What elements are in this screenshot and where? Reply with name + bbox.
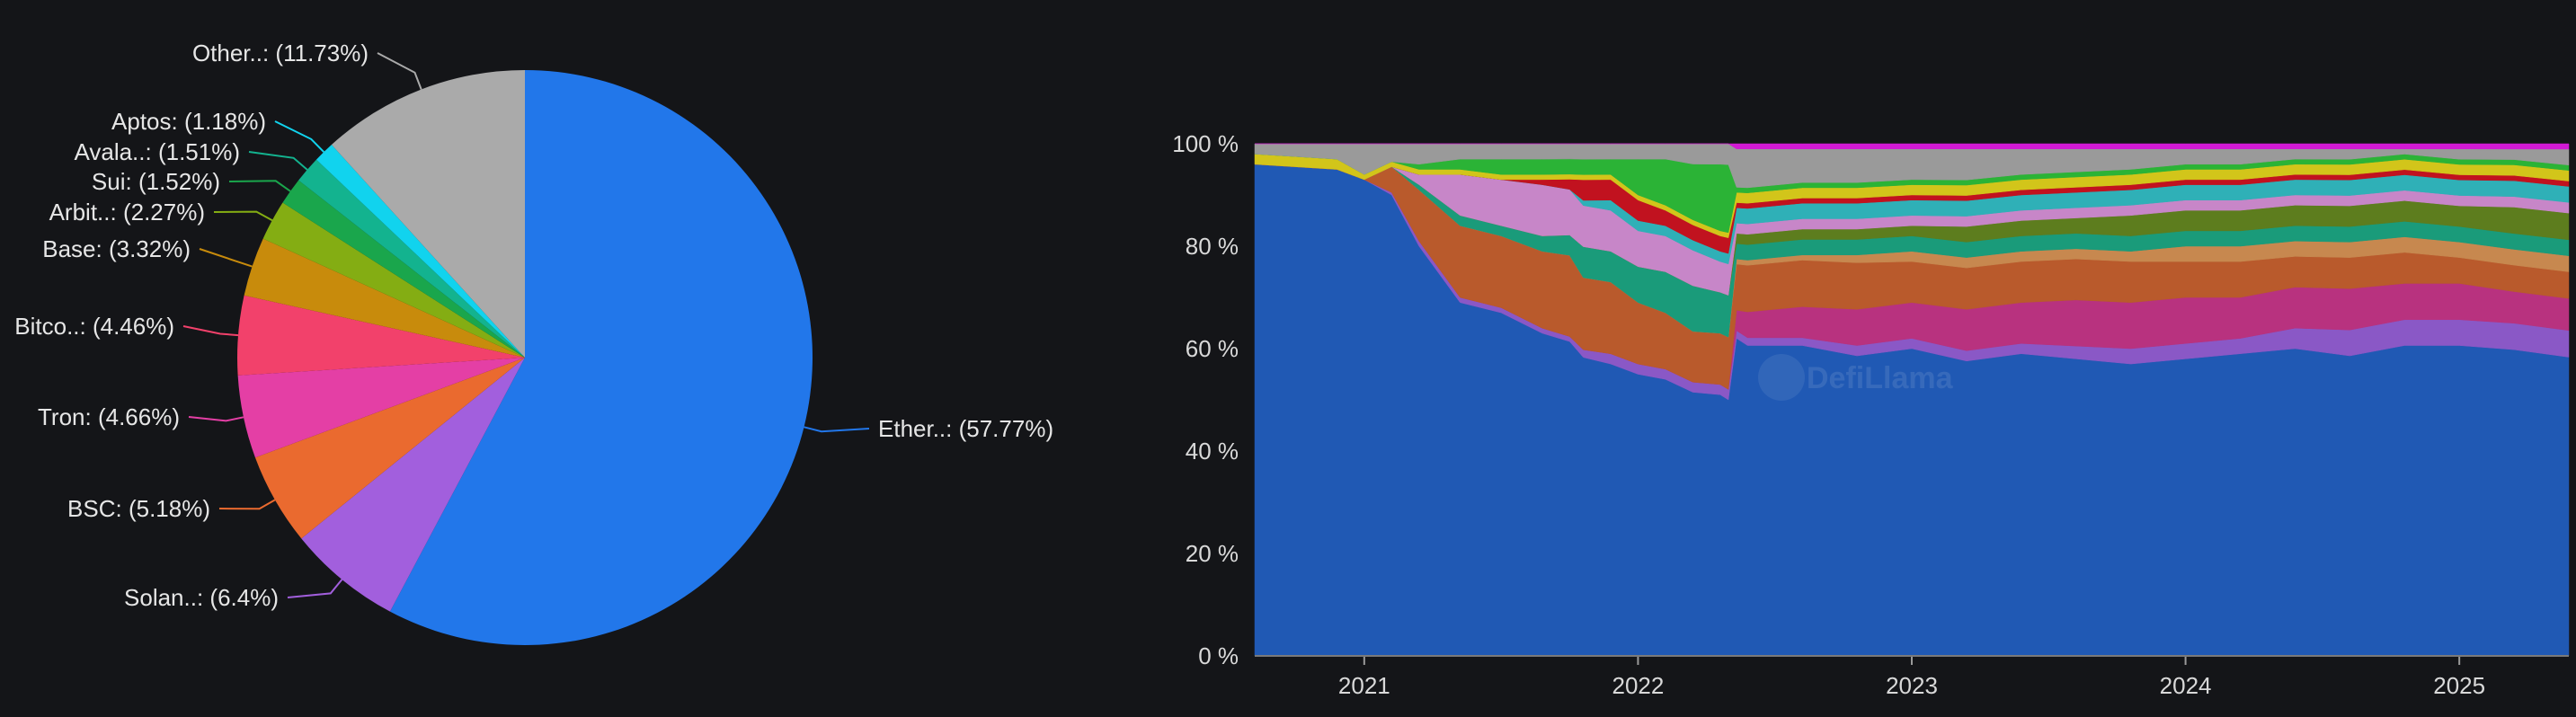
- watermark-llama-icon: [1758, 354, 1805, 401]
- pie-leader-line-bitco: [182, 325, 239, 337]
- pie-leader-line-other: [377, 52, 422, 90]
- y-tick-label: 40 %: [1186, 438, 1239, 465]
- pie-leader-line-ether: [804, 426, 870, 433]
- pie-label-other: Other..: (11.73%): [192, 40, 369, 66]
- pie-leader-line-sui: [228, 180, 291, 192]
- pie-label-ether: Ether..: (57.77%): [878, 415, 1053, 442]
- pie-label-base: Base: (3.32%): [42, 235, 191, 262]
- pie-label-sui: Sui: (1.52%): [92, 168, 220, 195]
- y-tick-label: 0 %: [1198, 642, 1239, 669]
- stacked-area-chart: 0 % 20 % 40 % 60 % 80 % 100 % 2021 2022 2023 2024…: [1172, 130, 2570, 699]
- pie-label-bsc: BSC: (5.18%): [67, 495, 210, 522]
- x-tick-label: 2023: [1886, 672, 1938, 699]
- area-chart-panel: 0 % 20 % 40 % 60 % 80 % 100 % 2021 2022 2023 2024…: [1124, 0, 2576, 717]
- pie-label-arbit: Arbit..: (2.27%): [49, 199, 205, 226]
- pie-leader-line-solan: [287, 579, 343, 598]
- pie-leader-line-base: [199, 248, 253, 268]
- x-tick-label: 2024: [2160, 672, 2212, 699]
- y-tick-label: 60 %: [1186, 335, 1239, 362]
- pie-slice-other[interactable]: [331, 70, 525, 358]
- pie-slice-aptos[interactable]: [315, 145, 525, 358]
- pie-chart-panel: Ether..: (57.77%) Solan..: (6.4%) BSC: (5.…: [0, 0, 1124, 717]
- pie-slice-bsc[interactable]: [254, 358, 525, 539]
- y-tick-label: 80 %: [1186, 233, 1239, 260]
- pie-label-bitco: Bitco..: (4.46%): [14, 313, 174, 340]
- pie-label-solan: Solan..: (6.4%): [124, 584, 279, 611]
- pie-label-avala: Avala..: (1.51%): [74, 138, 240, 165]
- area-series-14[interactable]: [1255, 143, 2570, 150]
- pie-leader-line-bsc: [218, 499, 276, 510]
- y-tick-label: 100 %: [1172, 130, 1239, 157]
- pie-label-aptos: Aptos: (1.18%): [111, 108, 266, 135]
- area-plot: [1254, 143, 2570, 657]
- x-tick-label: 2025: [2433, 672, 2485, 699]
- pie-slice-base[interactable]: [244, 238, 525, 358]
- watermark-text: DefiLlama: [1807, 361, 1954, 395]
- pie-slice-bitco[interactable]: [237, 295, 525, 376]
- x-tick-label: 2022: [1612, 672, 1664, 699]
- pie-slice-arbit[interactable]: [262, 202, 525, 358]
- pie-leader-line-avala: [248, 151, 308, 171]
- pie-slice-ether[interactable]: [389, 70, 813, 645]
- x-tick-label: 2021: [1338, 672, 1390, 699]
- pie-chart: Ether..: (57.77%) Solan..: (6.4%) BSC: (5.…: [14, 40, 1053, 645]
- pie-label-tron: Tron: (4.66%): [38, 403, 180, 430]
- pie-slice-avala[interactable]: [298, 159, 525, 358]
- pie-leader-line-aptos: [274, 120, 325, 153]
- pie-slice-tron[interactable]: [237, 358, 525, 458]
- pie-leader-line-tron: [188, 416, 244, 422]
- pie-slice-solan[interactable]: [301, 358, 525, 612]
- y-tick-label: 20 %: [1186, 540, 1239, 567]
- pie-slice-sui[interactable]: [282, 180, 525, 358]
- pie-leader-line-arbit: [213, 210, 273, 222]
